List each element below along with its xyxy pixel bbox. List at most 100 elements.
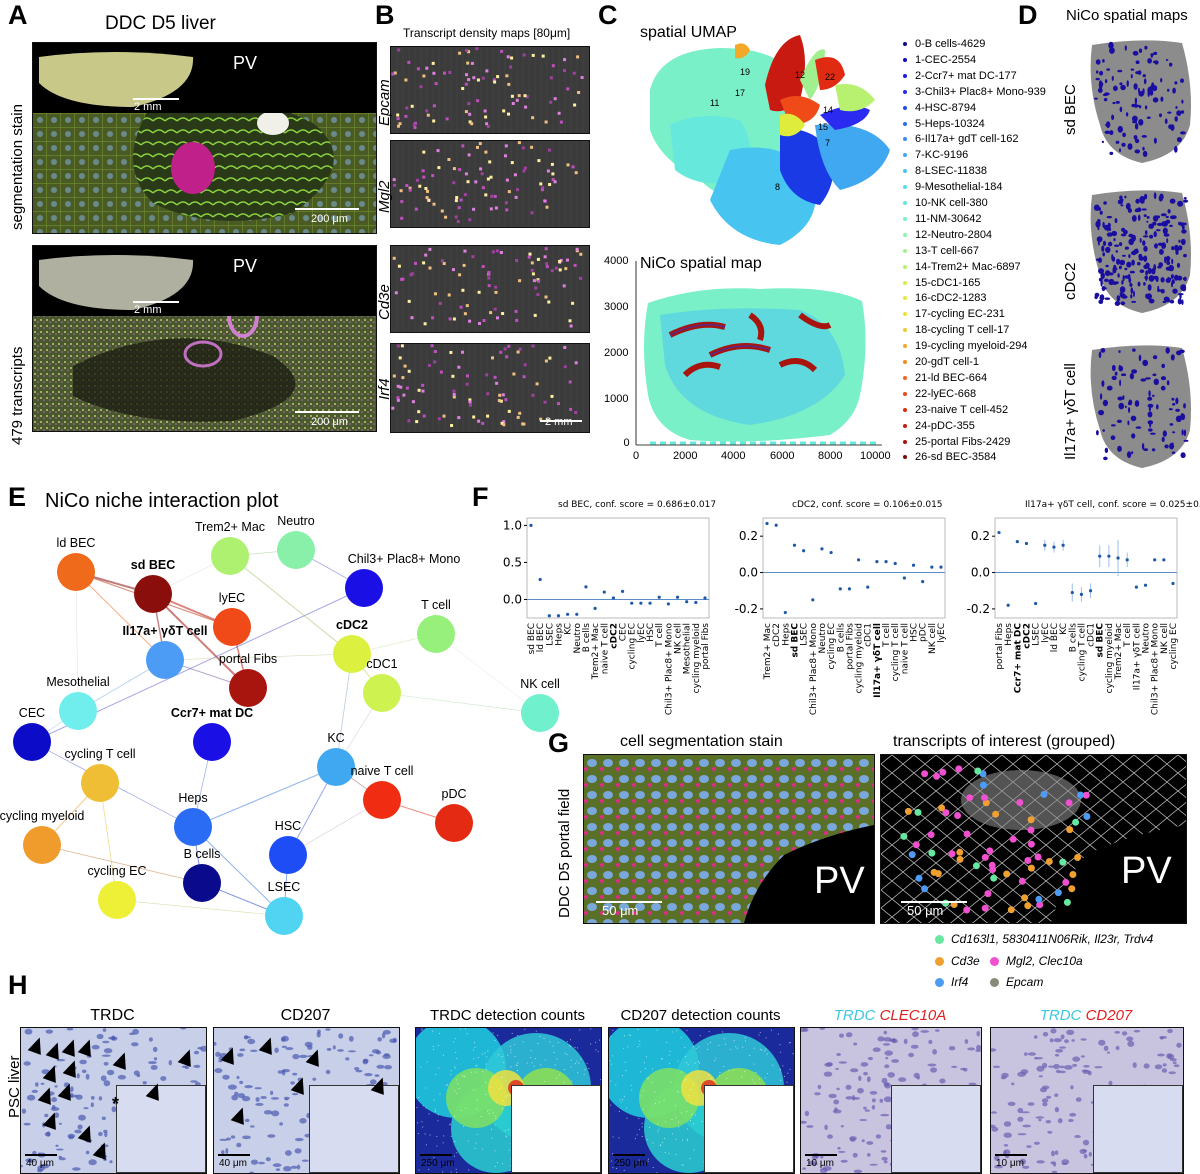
data-point <box>997 531 1000 534</box>
y-tick-label: 0.0 <box>503 592 522 606</box>
gene-label: Mgl2 <box>376 180 393 213</box>
pv-label: PV <box>233 256 257 277</box>
transcript-dot <box>1066 826 1073 833</box>
cluster-legend-item: 15-cDC1-165 <box>903 277 980 289</box>
transcript-dot <box>1024 857 1031 864</box>
cluster-number: 7 <box>825 138 830 148</box>
data-point <box>1007 604 1010 607</box>
cluster-legend-item: 22-lyEC-668 <box>903 388 976 400</box>
y-tick-label: 4000 <box>604 255 628 267</box>
cluster-legend-item: 19-cycling myeloid-294 <box>903 340 1028 352</box>
panel-a-row1-label: segmentation stain <box>9 104 26 230</box>
cluster-legend-label: 23-naive T cell-452 <box>915 404 1008 416</box>
transcript-dot <box>916 875 923 882</box>
network-node <box>229 669 267 707</box>
data-point <box>1025 542 1028 545</box>
cluster-legend-label: 25-portal Fibs-2429 <box>915 436 1010 448</box>
x-tick-label: 10000 <box>860 450 891 462</box>
transcript-dot <box>956 849 963 856</box>
transcript-legend-item: Cd163l1, 5830411N06Rik, Il23r, Trdv4 <box>935 932 1153 946</box>
data-point <box>1016 540 1019 543</box>
chart-title: Il17a+ γδT cell, conf. score = 0.025±0.0… <box>1025 500 1200 510</box>
panel-g-row-label: DDC D5 portal field <box>556 789 573 918</box>
chart-title: cDC2, conf. score = 0.106±0.015 <box>792 500 943 510</box>
network-node <box>317 748 355 786</box>
cluster-legend-label: 12-Neutro-2804 <box>915 229 992 241</box>
transcript-dot <box>933 773 940 780</box>
cluster-legend-item: 17-cycling EC-231 <box>903 308 1005 320</box>
transcript-dot <box>1064 899 1071 906</box>
data-point <box>648 602 651 605</box>
data-point <box>630 602 633 605</box>
transcript-dot <box>1046 858 1053 865</box>
network-edge <box>117 900 284 916</box>
network-node-label: cycling T cell <box>64 747 135 761</box>
overview-inset <box>116 1085 206 1173</box>
network-node <box>435 804 473 842</box>
category-tick-label: portal Fibs <box>701 623 711 670</box>
transcript-legend-label: Cd3e <box>951 954 980 968</box>
data-point <box>566 613 569 616</box>
cluster-legend-label: 7-KC-9196 <box>915 149 968 161</box>
cluster-legend-label: 5-Heps-10324 <box>915 118 985 130</box>
data-point <box>584 585 587 588</box>
cluster-legend-item: 13-T cell-667 <box>903 245 979 257</box>
data-point <box>703 596 706 599</box>
transcript-dot <box>957 856 964 863</box>
transcript-dot <box>973 862 980 869</box>
network-node <box>265 897 303 935</box>
data-point <box>548 614 551 617</box>
data-point <box>694 601 697 604</box>
x-tick-label: 0 <box>633 450 639 462</box>
transcripts-image: PV 2 mm 200 μm <box>32 245 377 432</box>
cluster-legend-label: 9-Mesothelial-184 <box>915 181 1002 193</box>
legend-dot-icon <box>935 957 944 966</box>
network-edge <box>193 767 336 827</box>
transcript-dot <box>985 890 992 897</box>
scale-label: 250 μm <box>614 1158 648 1169</box>
network-node <box>23 826 61 864</box>
network-node-label: Trem2+ Mac <box>195 520 265 534</box>
cluster-legend-item: 12-Neutro-2804 <box>903 229 992 241</box>
data-point <box>1126 558 1129 561</box>
transcript-dot <box>928 831 935 838</box>
transcript-dot <box>1021 894 1028 901</box>
spatial-map-shape <box>1082 35 1200 175</box>
panel-d-title: NiCo spatial maps <box>1066 7 1188 24</box>
cluster-legend-item: 20-gdT cell-1 <box>903 356 979 368</box>
cluster-legend-item: 24-pDC-355 <box>903 420 975 432</box>
cluster-legend-label: 2-Ccr7+ mat DC-177 <box>915 70 1017 82</box>
cluster-legend-label: 14-Trem2+ Mac-6897 <box>915 261 1021 273</box>
cluster-legend-item: 5-Heps-10324 <box>903 118 985 130</box>
panel-a-title: DDC D5 liver <box>105 13 216 35</box>
cluster-legend-label: 4-HSC-8794 <box>915 102 976 114</box>
cluster-legend-label: 13-T cell-667 <box>915 245 979 257</box>
panel-g-right-title: transcripts of interest (grouped) <box>893 733 1115 751</box>
network-node-label: Ccr7+ mat DC <box>171 706 253 720</box>
legend-dot-icon <box>903 58 907 62</box>
cluster-number: 8 <box>775 182 780 192</box>
transcript-legend-item: Epcam <box>990 975 1043 989</box>
data-point <box>930 565 933 568</box>
scale-label: 40 μm <box>26 1158 54 1169</box>
legend-dot-icon <box>903 328 907 332</box>
network-node <box>57 553 95 591</box>
data-point <box>1135 585 1138 588</box>
network-node-label: ld BEC <box>57 536 96 550</box>
gene-label: Irf4 <box>376 378 393 400</box>
network-node-label: CEC <box>19 706 45 720</box>
panel-label-f: F <box>472 482 489 513</box>
overview-inset <box>511 1085 601 1173</box>
legend-dot-icon <box>903 90 907 94</box>
detection-count-heatmap: 250 μm <box>415 1027 602 1174</box>
segmentation-stain-texture <box>33 43 376 233</box>
transcripts-texture <box>881 755 1186 923</box>
network-node-label: Chil3+ Plac8+ Mono <box>348 552 461 566</box>
transcript-dot <box>1019 878 1026 885</box>
transcript-dot <box>1068 885 1075 892</box>
y-tick-label: 3000 <box>604 301 628 313</box>
data-point <box>1098 555 1101 558</box>
cluster-legend-item: 23-naive T cell-452 <box>903 404 1008 416</box>
y-tick-label: 0.5 <box>503 555 522 569</box>
network-node <box>213 608 251 646</box>
